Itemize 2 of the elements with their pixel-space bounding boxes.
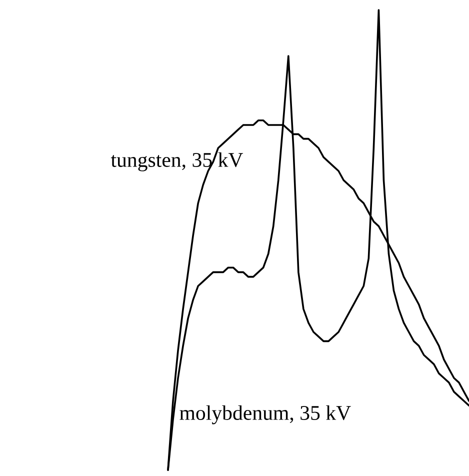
- series-label: tungsten, 35 kV: [110, 152, 244, 172]
- series-label: molybdenum, 35 kV: [180, 405, 351, 424]
